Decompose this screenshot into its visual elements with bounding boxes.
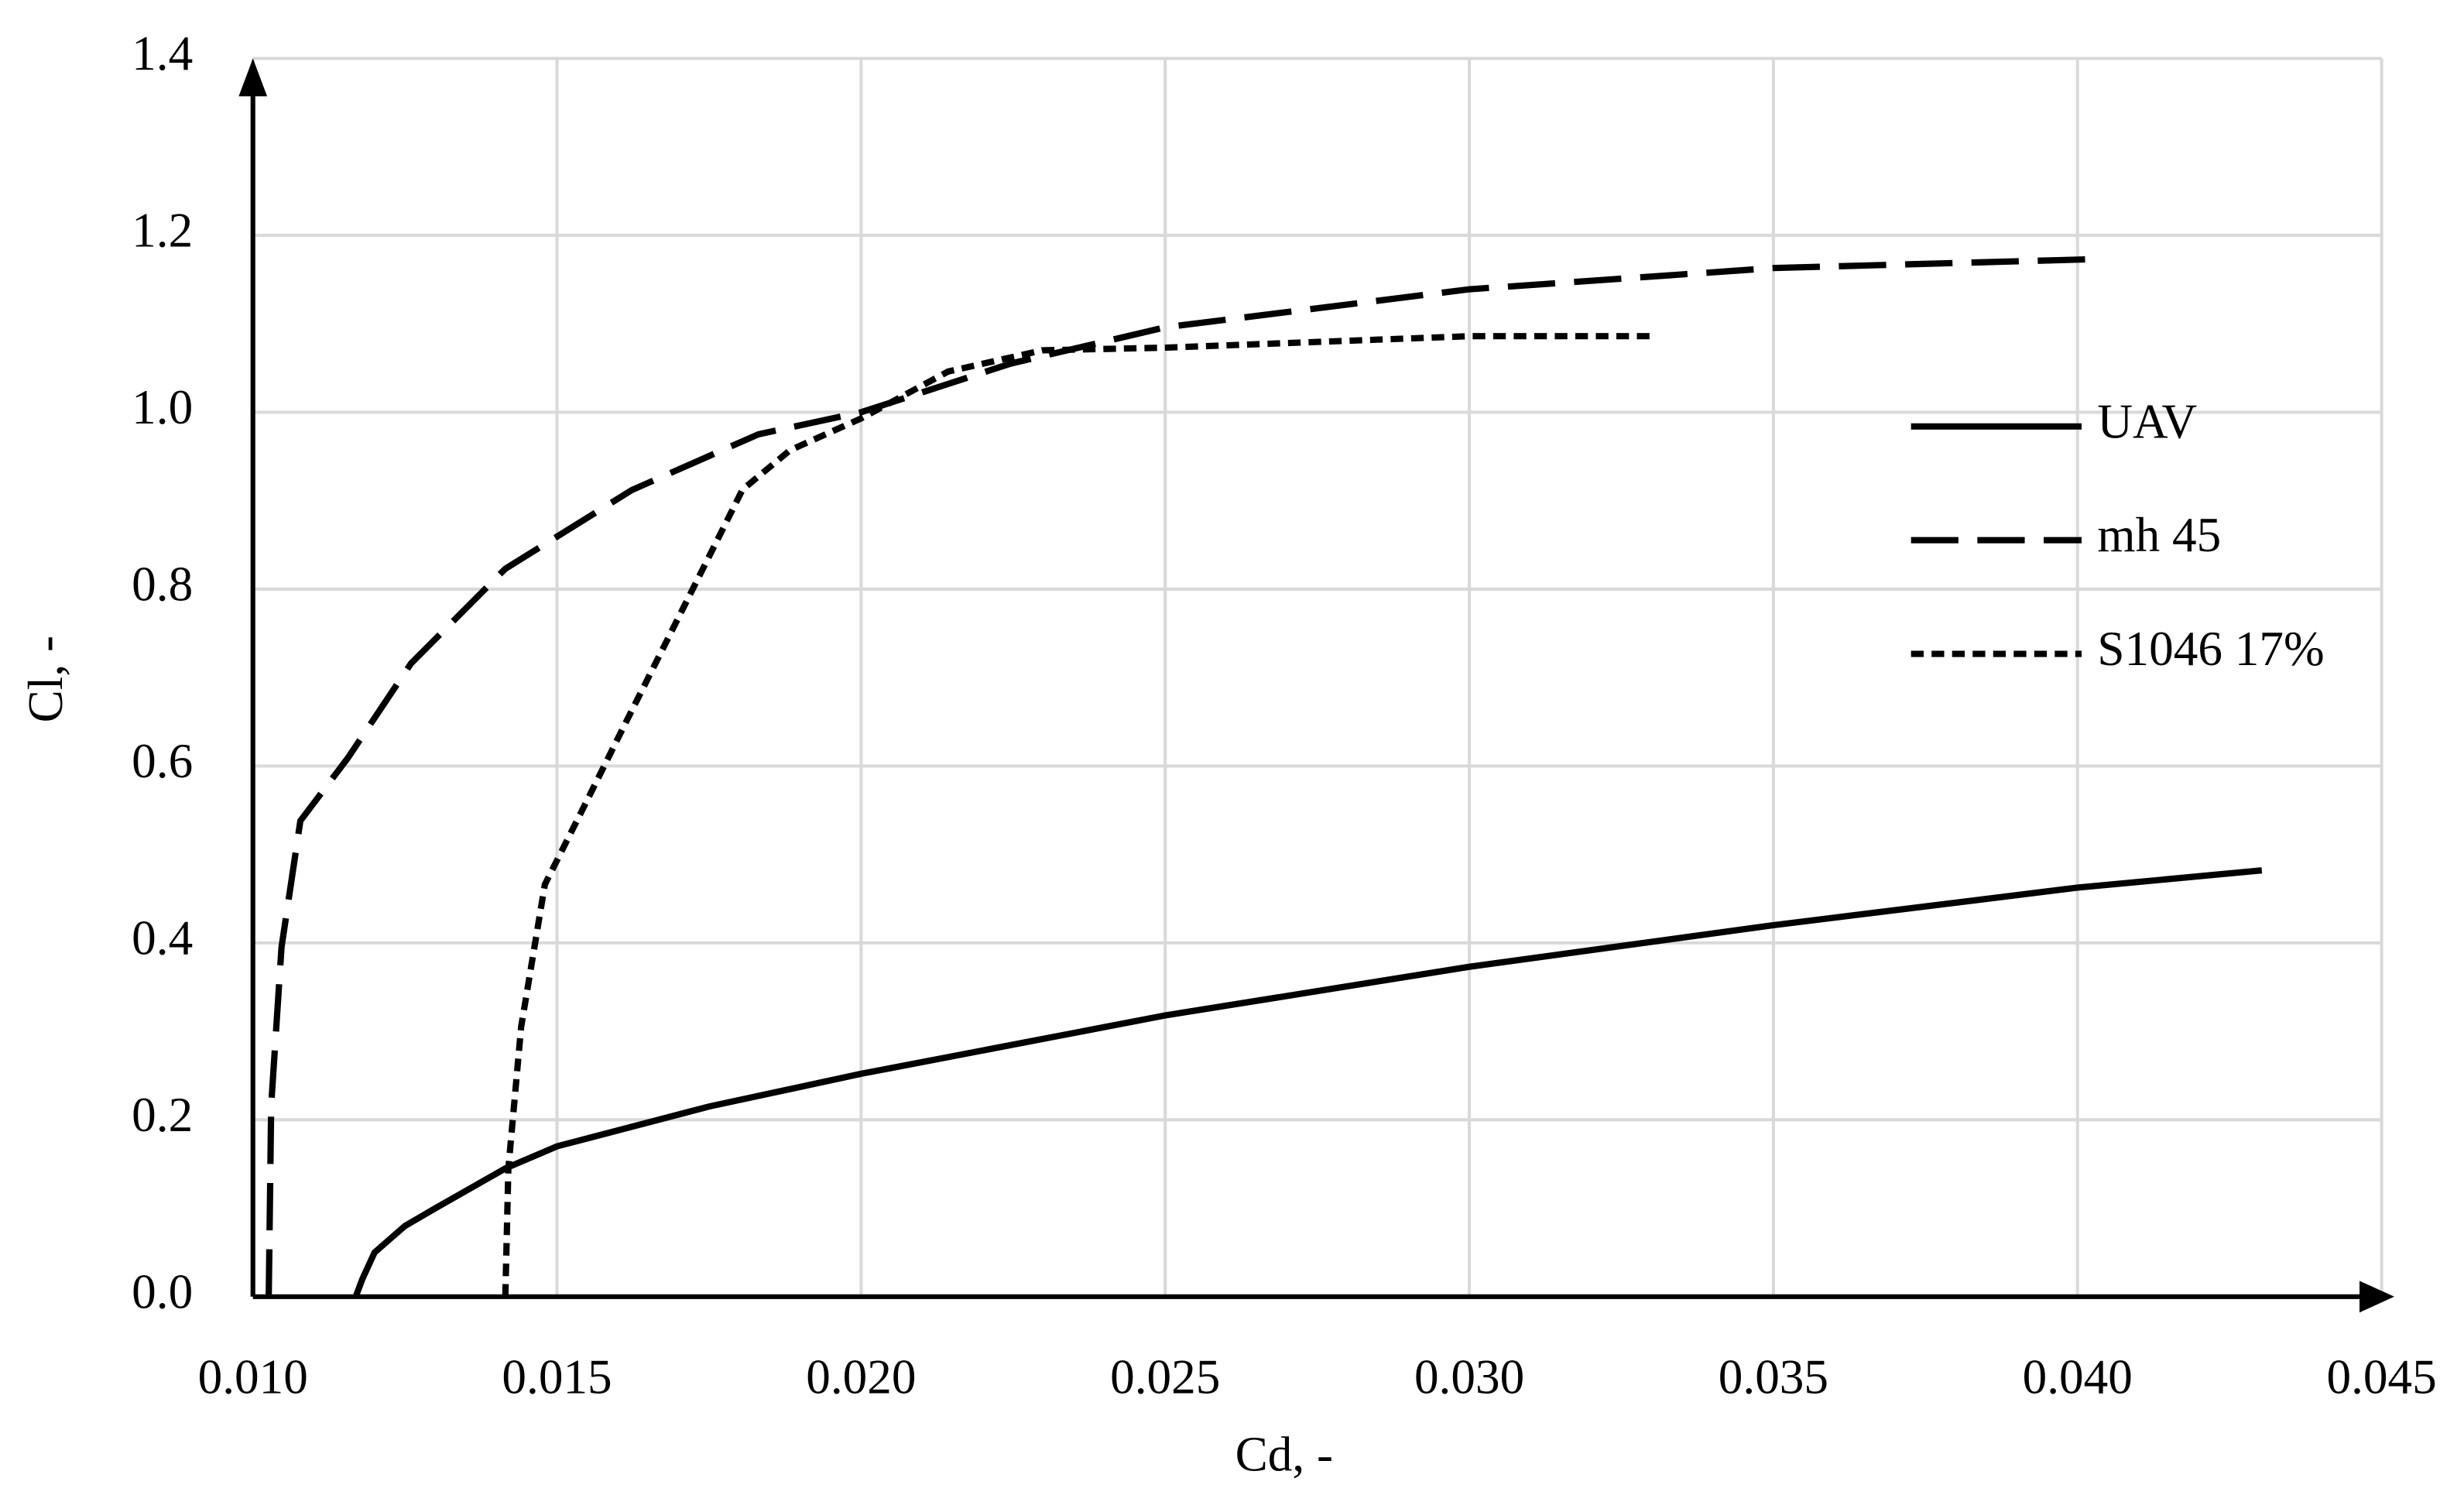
y-tick-label: 0.6 <box>132 734 193 788</box>
y-axis-arrow <box>238 58 268 97</box>
y-tick-label: 1.0 <box>132 380 193 434</box>
y-axis-title: Cl, - <box>19 636 73 722</box>
x-axis-arrow <box>2359 1281 2394 1313</box>
series-line <box>502 333 1651 1297</box>
x-tick-label: 0.015 <box>502 1349 612 1404</box>
x-axis-title: Cd, - <box>1235 1427 1333 1481</box>
x-tick-label: 0.020 <box>806 1349 916 1404</box>
legend-label: S1046 17% <box>2097 622 2324 676</box>
x-tick-label: 0.035 <box>1719 1349 1828 1404</box>
series-line <box>266 255 2093 1297</box>
x-tick-label: 0.030 <box>1414 1349 1524 1404</box>
x-tick-label: 0.040 <box>2023 1349 2133 1404</box>
y-tick-label: 1.2 <box>132 203 193 257</box>
y-tick-label: 0.0 <box>132 1264 193 1319</box>
x-tick-label: 0.045 <box>2326 1349 2436 1404</box>
x-tick-label: 0.010 <box>198 1349 308 1404</box>
series-line <box>352 867 2263 1298</box>
y-tick-label: 0.8 <box>132 557 193 611</box>
legend-label: UAV <box>2097 394 2197 448</box>
x-tick-label: 0.025 <box>1110 1349 1220 1404</box>
legend-label: mh 45 <box>2097 508 2221 562</box>
y-tick-label: 1.4 <box>132 26 193 81</box>
y-tick-label: 0.4 <box>132 910 193 965</box>
y-tick-label: 0.2 <box>132 1088 193 1142</box>
